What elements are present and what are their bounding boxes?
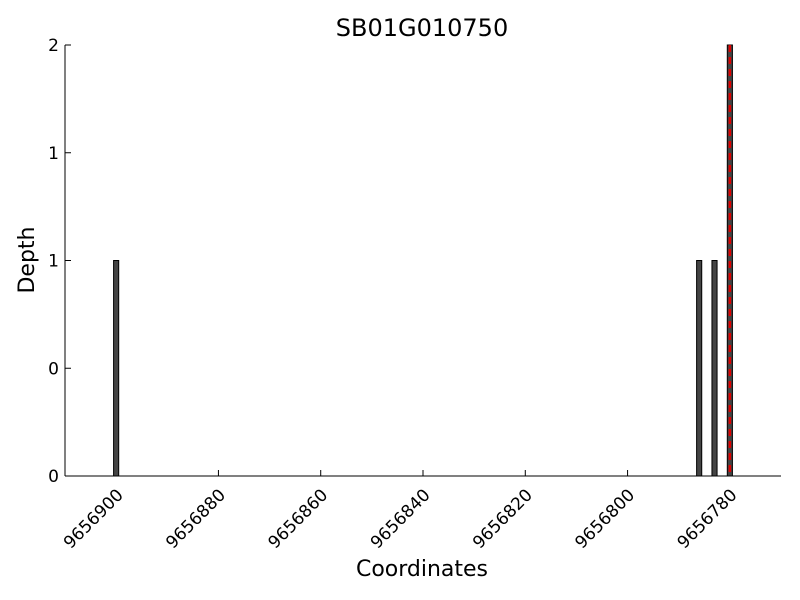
x-tick-label: 9656780 [674,485,742,553]
y-tick-label: 0 [48,467,59,487]
x-tick-label: 9656840 [367,485,435,553]
x-tick-label: 9656880 [162,485,230,553]
x-tick-label: 9656800 [571,485,639,553]
x-tick-label: 9656860 [265,485,333,553]
y-tick-label: 0 [48,359,59,379]
x-tick-label: 9656900 [60,485,128,553]
x-tick-label: 9656820 [469,485,537,553]
y-axis-label: Depth [15,226,40,293]
x-axis-label: Coordinates [356,557,488,582]
chart-title: SB01G010750 [336,14,508,42]
bar [711,260,718,477]
y-tick-label: 1 [48,144,59,164]
bar [113,260,120,477]
y-tick-label: 1 [48,252,59,272]
y-tick-label: 2 [48,36,59,56]
bar [696,260,703,477]
